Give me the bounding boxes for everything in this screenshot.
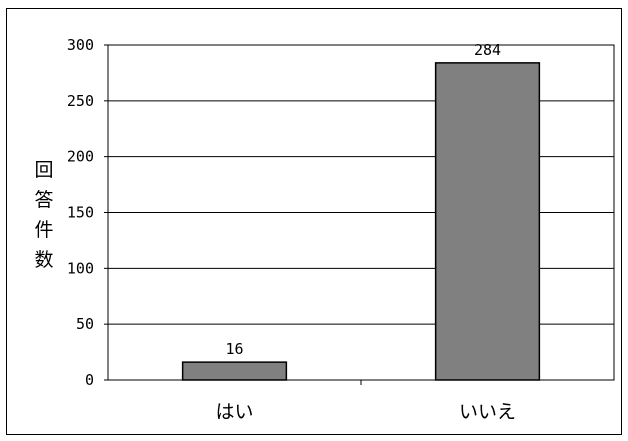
bar	[434, 62, 541, 381]
y-tick-label: 250	[67, 92, 94, 110]
y-tick-label: 150	[67, 204, 94, 222]
y-tick-label: 300	[67, 36, 94, 54]
x-tick-label: はい	[215, 401, 253, 423]
data-label: 16	[225, 340, 243, 358]
bar	[181, 361, 288, 381]
y-tick-label: 0	[85, 371, 94, 389]
y-tick-label: 50	[76, 315, 94, 333]
data-label: 284	[474, 41, 501, 59]
y-tick-label: 200	[67, 148, 94, 166]
y-tick-label: 100	[67, 259, 94, 277]
x-tick-label: いいえ	[459, 401, 516, 423]
y-axis-label: 回答件数	[34, 159, 53, 271]
